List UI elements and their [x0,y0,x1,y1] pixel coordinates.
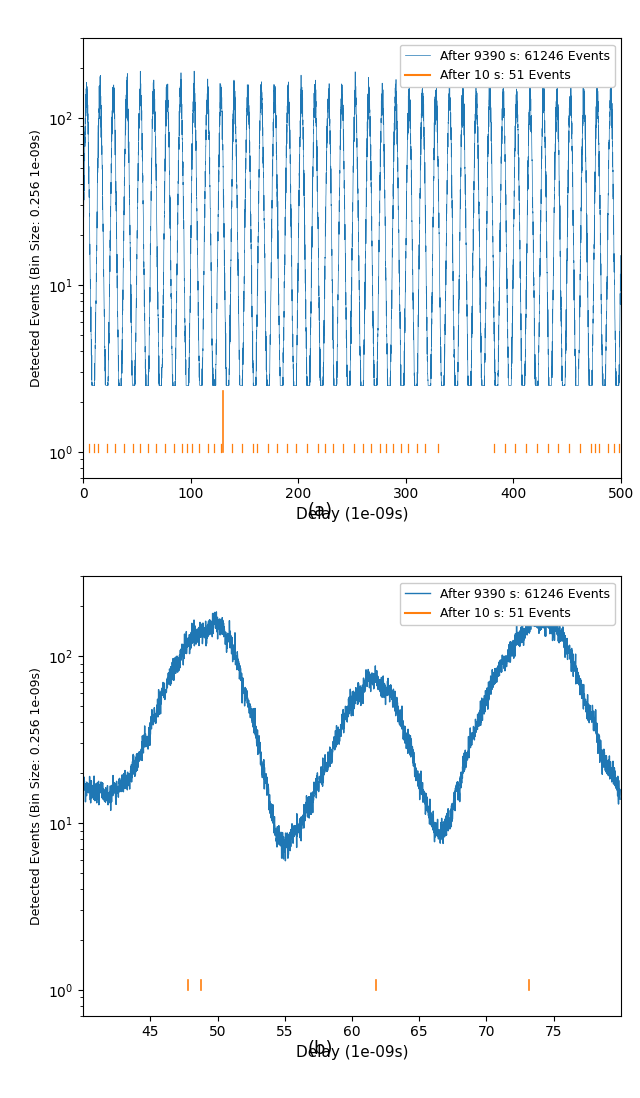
After 9390 s: 61246 Events: (47, 86.9): 61246 Events: (47, 86.9) [173,660,180,673]
Y-axis label: Detected Events (Bin Size: 0.256 1e-09s): Detected Events (Bin Size: 0.256 1e-09s) [29,668,43,925]
After 9390 s: 61246 Events: (8.07, 2.5): 61246 Events: (8.07, 2.5) [88,379,96,392]
After 9390 s: 61246 Events: (25.4, 24): 61246 Events: (25.4, 24) [107,215,115,228]
Text: (b): (b) [307,1040,333,1057]
Line: After 9390 s: 61246 Events: After 9390 s: 61246 Events [84,606,620,861]
X-axis label: Delay (1e-09s): Delay (1e-09s) [296,1045,408,1060]
After 9390 s: 61246 Events: (318, 48.9): 61246 Events: (318, 48.9) [421,164,429,177]
After 9390 s: 61246 Events: (296, 2.5): 61246 Events: (296, 2.5) [397,379,405,392]
After 9390 s: 61246 Events: (55.4, 6.86): 61246 Events: (55.4, 6.86) [286,843,294,856]
After 9390 s: 61246 Events: (80, 13.9): 61246 Events: (80, 13.9) [616,793,624,806]
After 9390 s: 61246 Events: (74.9, 143): 61246 Events: (74.9, 143) [548,624,556,637]
After 9390 s: 61246 Events: (397, 2.5): 61246 Events: (397, 2.5) [507,379,515,392]
After 9390 s: 61246 Events: (40, 15.8): 61246 Events: (40, 15.8) [80,783,88,796]
Legend: After 9390 s: 61246 Events, After 10 s: 51 Events: After 9390 s: 61246 Events, After 10 s: … [399,583,614,625]
Legend: After 9390 s: 61246 Events, After 10 s: 51 Events: After 9390 s: 61246 Events, After 10 s: … [399,45,614,87]
After 9390 s: 61246 Events: (103, 191): 61246 Events: (103, 191) [190,65,198,78]
After 9390 s: 61246 Events: (371, 2.5): 61246 Events: (371, 2.5) [478,379,486,392]
After 9390 s: 61246 Events: (57.1, 15.4): 61246 Events: (57.1, 15.4) [309,785,317,798]
Text: (a): (a) [307,502,333,519]
After 9390 s: 61246 Events: (44.6, 32.5): 61246 Events: (44.6, 32.5) [141,731,149,744]
After 9390 s: 61246 Events: (79.2, 20): 61246 Events: (79.2, 20) [606,766,614,780]
Line: After 9390 s: 61246 Events: After 9390 s: 61246 Events [83,71,621,385]
Y-axis label: Detected Events (Bin Size: 0.256 1e-09s): Detected Events (Bin Size: 0.256 1e-09s) [29,130,43,386]
After 9390 s: 61246 Events: (181, 15.5): 61246 Events: (181, 15.5) [274,246,282,259]
X-axis label: Delay (1e-09s): Delay (1e-09s) [296,507,408,522]
After 9390 s: 61246 Events: (55, 5.93): 61246 Events: (55, 5.93) [282,854,289,867]
After 9390 s: 61246 Events: (73.8, 201): 61246 Events: (73.8, 201) [534,600,541,613]
After 9390 s: 61246 Events: (0.2, 21.2): 61246 Events: (0.2, 21.2) [79,224,87,237]
After 9390 s: 61246 Events: (500, 15): 61246 Events: (500, 15) [617,249,625,262]
